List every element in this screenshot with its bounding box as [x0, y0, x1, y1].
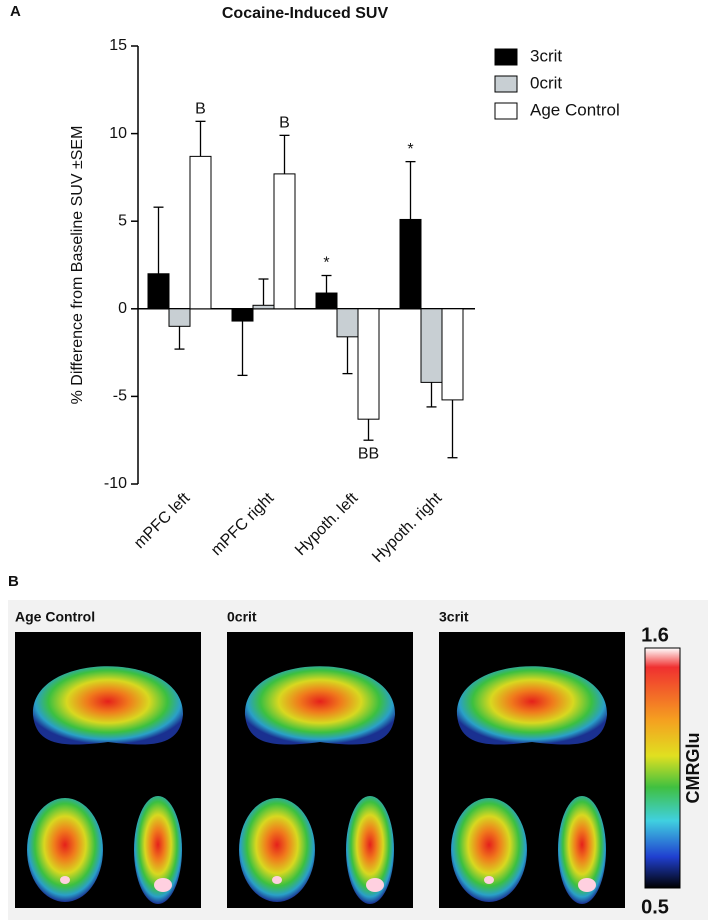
x-tick-label: Hypoth. right — [369, 489, 446, 566]
colorbar-min: 0.5 — [641, 896, 669, 918]
colorbar — [644, 647, 681, 889]
panel-b: B 1.6 0.5 CMRGlu Age Control 0crit 3crit — [8, 573, 708, 920]
image-label: 0crit — [227, 609, 257, 625]
hotspot — [60, 876, 70, 884]
hotspot — [154, 878, 172, 892]
legend-swatch — [494, 48, 518, 66]
sagittal-slice — [558, 796, 606, 904]
hotspot — [484, 876, 494, 884]
coronal-slice — [32, 666, 184, 745]
y-tick-label: -5 — [113, 388, 127, 405]
bar — [231, 308, 254, 322]
axial-slice — [239, 798, 315, 902]
image-label: Age Control — [15, 609, 95, 625]
bar — [147, 273, 170, 310]
colorbar-label: CMRGlu — [683, 733, 703, 804]
bar — [399, 218, 422, 310]
hotspot — [272, 876, 282, 884]
bar — [420, 308, 443, 383]
hotspot — [366, 878, 384, 892]
annotation: B — [195, 101, 206, 118]
panel-label: B — [8, 573, 19, 590]
bar — [336, 308, 359, 338]
colorbar-max: 1.6 — [641, 624, 669, 646]
bar — [189, 155, 212, 310]
x-tick-label: mPFC right — [208, 489, 278, 559]
legend-label: 3crit — [530, 46, 562, 65]
y-tick-label: 10 — [109, 125, 127, 142]
bar — [252, 304, 275, 310]
x-tick-label: Hypoth. left — [292, 489, 362, 559]
y-tick-label: -10 — [104, 475, 127, 492]
panel-label: A — [10, 3, 21, 20]
bar — [168, 308, 191, 327]
annotation: B — [279, 115, 290, 132]
y-tick-label: 15 — [109, 37, 127, 54]
axial-slice — [27, 798, 103, 902]
sagittal-slice — [346, 796, 394, 904]
image-label: 3crit — [439, 609, 469, 625]
axial-slice — [451, 798, 527, 902]
legend-label: 0crit — [530, 73, 562, 92]
bar — [273, 173, 296, 310]
coronal-slice — [244, 666, 396, 745]
chart-title: Cocaine-Induced SUV — [222, 5, 389, 22]
coronal-slice — [456, 666, 608, 745]
bar — [315, 292, 338, 310]
bar — [441, 308, 464, 401]
hotspot — [578, 878, 596, 892]
annotation: BB — [358, 445, 379, 462]
y-tick-label: 0 — [118, 300, 127, 317]
y-axis-label: % Difference from Baseline SUV ±SEM — [69, 126, 86, 405]
legend-label: Age Control — [530, 100, 620, 119]
x-tick-label: mPFC left — [131, 489, 194, 552]
sagittal-slice — [134, 796, 182, 904]
legend-swatch — [494, 75, 518, 93]
bar — [357, 308, 380, 420]
y-tick-label: 5 — [118, 212, 127, 229]
legend-swatch — [494, 102, 518, 120]
annotation: * — [407, 141, 413, 158]
annotation: * — [323, 255, 329, 272]
